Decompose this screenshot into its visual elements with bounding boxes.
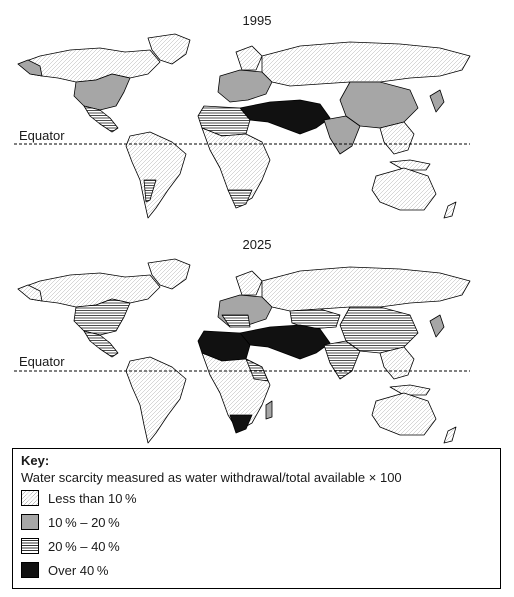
region-south-america-stripes <box>143 179 157 203</box>
striped-swatch-icon <box>21 538 39 554</box>
region-greenland <box>147 33 191 65</box>
region-south-america <box>125 131 187 219</box>
region-middle-east <box>239 324 331 360</box>
key-label: 20 % – 40 % <box>48 539 120 554</box>
region-indonesia <box>389 384 431 396</box>
grey-swatch-icon <box>21 514 39 530</box>
region-usa <box>73 73 131 111</box>
map-title-2025: 2025 <box>242 237 272 252</box>
equator-label-1995: Equator <box>19 128 65 143</box>
map-key: Key: Water scarcity measured as water wi… <box>12 448 501 589</box>
region-russia <box>261 41 471 87</box>
region-africa <box>201 127 271 207</box>
region-japan <box>429 314 445 338</box>
region-alaska <box>17 59 43 77</box>
map-title-1995: 1995 <box>242 13 272 28</box>
region-se-asia <box>379 346 415 380</box>
region-scandinavia <box>235 270 263 296</box>
dotted-swatch-icon <box>21 490 39 506</box>
region-indonesia <box>389 159 431 171</box>
region-europe <box>217 69 273 103</box>
region-new-zealand <box>443 426 457 444</box>
world-map-1995 <box>14 33 471 219</box>
key-label: Less than 10 % <box>48 491 137 506</box>
region-middle-east <box>239 99 331 135</box>
key-description: Water scarcity measured as water withdra… <box>21 470 402 485</box>
region-mexico <box>83 330 119 358</box>
region-australia <box>371 167 437 211</box>
region-russia <box>261 266 471 312</box>
region-southern-africa <box>229 414 253 434</box>
equator-label-2025: Equator <box>19 354 65 369</box>
region-southern-africa <box>227 189 253 209</box>
region-mexico <box>83 105 119 133</box>
region-europe-south <box>221 314 251 328</box>
key-label: Over 40 % <box>48 563 109 578</box>
region-scandinavia <box>235 45 263 71</box>
region-greenland <box>147 258 191 290</box>
region-central-asia <box>289 308 341 330</box>
black-swatch-icon <box>21 562 39 578</box>
region-canada <box>17 47 161 83</box>
key-title: Key: <box>21 453 50 468</box>
region-japan <box>429 89 445 113</box>
region-south-america <box>125 356 187 444</box>
region-new-zealand <box>443 201 457 219</box>
region-east-africa <box>245 358 269 382</box>
region-canada <box>17 272 161 308</box>
key-label: 10 % – 20 % <box>48 515 120 530</box>
region-australia <box>371 392 437 436</box>
world-map-2025 <box>14 258 471 444</box>
region-se-asia <box>379 121 415 155</box>
region-madagascar <box>265 400 273 420</box>
region-usa <box>73 298 131 336</box>
region-alaska <box>17 284 43 302</box>
